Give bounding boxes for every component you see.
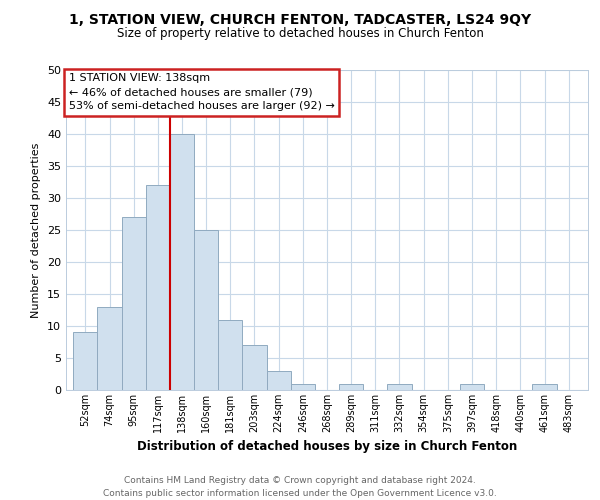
- Bar: [194, 230, 218, 390]
- Bar: [146, 185, 170, 390]
- Bar: [291, 384, 315, 390]
- Text: Contains HM Land Registry data © Crown copyright and database right 2024.
Contai: Contains HM Land Registry data © Crown c…: [103, 476, 497, 498]
- Bar: [460, 384, 484, 390]
- X-axis label: Distribution of detached houses by size in Church Fenton: Distribution of detached houses by size …: [137, 440, 517, 454]
- Bar: [242, 345, 266, 390]
- Bar: [388, 384, 412, 390]
- Y-axis label: Number of detached properties: Number of detached properties: [31, 142, 41, 318]
- Bar: [266, 371, 291, 390]
- Bar: [73, 332, 97, 390]
- Text: 1 STATION VIEW: 138sqm
← 46% of detached houses are smaller (79)
53% of semi-det: 1 STATION VIEW: 138sqm ← 46% of detached…: [68, 73, 334, 111]
- Text: 1, STATION VIEW, CHURCH FENTON, TADCASTER, LS24 9QY: 1, STATION VIEW, CHURCH FENTON, TADCASTE…: [69, 12, 531, 26]
- Bar: [170, 134, 194, 390]
- Bar: [339, 384, 363, 390]
- Bar: [122, 217, 146, 390]
- Bar: [97, 307, 122, 390]
- Bar: [218, 320, 242, 390]
- Bar: [532, 384, 557, 390]
- Text: Size of property relative to detached houses in Church Fenton: Size of property relative to detached ho…: [116, 28, 484, 40]
